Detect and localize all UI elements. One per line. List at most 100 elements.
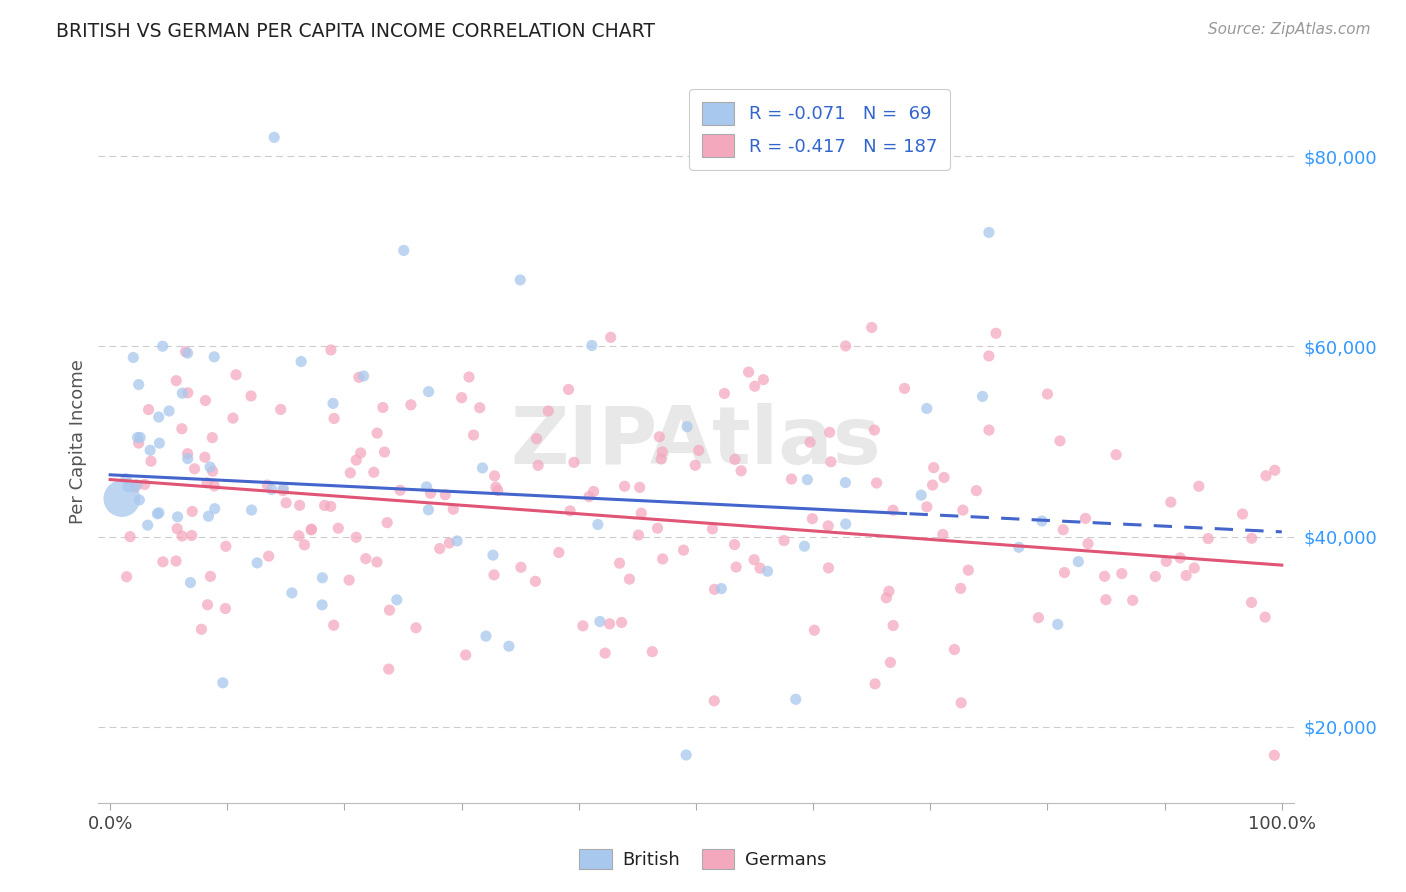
Point (350, 446, 373, 460)
Point (619, 572, 641, 586)
Point (214, 601, 236, 615)
Point (627, 528, 650, 542)
Point (647, 521, 669, 535)
Point (1031, 514, 1053, 528)
Point (865, 475, 887, 490)
Point (943, 642, 966, 657)
Point (785, 692, 807, 706)
Point (441, 502, 464, 516)
Point (527, 458, 550, 473)
Point (1240, 531, 1263, 545)
Point (977, 349, 1000, 363)
Point (921, 478, 943, 492)
Point (737, 365, 759, 379)
Point (915, 500, 938, 514)
Point (429, 541, 451, 556)
Point (820, 455, 842, 469)
Point (194, 393, 217, 408)
Point (723, 538, 745, 552)
Point (128, 492, 150, 507)
Point (170, 529, 193, 543)
Point (138, 402, 160, 417)
Point (834, 339, 856, 353)
Point (1254, 468, 1277, 483)
Point (641, 645, 664, 659)
Point (415, 480, 437, 494)
Point (152, 339, 174, 353)
Point (1036, 387, 1059, 401)
Point (957, 563, 980, 577)
Point (129, 430, 152, 444)
Point (793, 539, 815, 553)
Point (932, 470, 955, 484)
Point (201, 431, 224, 445)
Point (651, 552, 673, 566)
Point (1074, 511, 1097, 525)
Point (817, 561, 839, 575)
Point (572, 619, 595, 633)
Point (1049, 434, 1071, 448)
Point (582, 484, 605, 499)
Point (125, 478, 148, 492)
Point (353, 369, 375, 384)
Point (581, 338, 603, 352)
Point (972, 389, 994, 403)
Point (128, 436, 150, 450)
Point (225, 368, 247, 382)
Point (294, 538, 316, 552)
Point (703, 694, 725, 708)
Point (177, 385, 200, 400)
Point (288, 529, 311, 543)
Point (314, 499, 336, 513)
Point (724, 452, 747, 467)
Point (875, 591, 897, 605)
Point (211, 675, 233, 690)
Point (730, 464, 752, 478)
Legend: British, Germans: British, Germans (571, 839, 835, 879)
Point (599, 330, 621, 344)
Point (148, 506, 170, 520)
Point (181, 504, 204, 518)
Point (468, 401, 491, 415)
Point (274, 496, 297, 510)
Point (510, 560, 533, 574)
Point (378, 603, 401, 617)
Point (1254, 610, 1277, 624)
Point (405, 621, 427, 635)
Point (256, 478, 278, 492)
Point (339, 466, 361, 480)
Point (260, 483, 283, 497)
Point (742, 552, 765, 566)
Point (593, 646, 616, 660)
Point (910, 488, 932, 502)
Point (328, 521, 350, 535)
Point (366, 555, 388, 569)
Point (439, 536, 461, 550)
Point (977, 423, 1000, 437)
Point (418, 384, 440, 399)
Point (1264, 463, 1286, 477)
Point (744, 379, 766, 393)
Point (115, 570, 138, 584)
Point (965, 483, 987, 498)
Point (322, 618, 344, 632)
Point (882, 618, 904, 632)
Point (1052, 523, 1074, 537)
Point (1105, 448, 1128, 462)
Point (323, 411, 346, 425)
Point (195, 475, 218, 490)
Point (801, 512, 824, 526)
Point (1111, 566, 1133, 581)
Point (385, 592, 408, 607)
Point (176, 447, 198, 461)
Point (773, 533, 796, 548)
Point (176, 451, 198, 466)
Point (399, 398, 422, 412)
Point (630, 506, 652, 520)
Point (434, 488, 457, 502)
Point (373, 445, 395, 459)
Point (183, 462, 205, 476)
Point (273, 482, 295, 496)
Point (1077, 537, 1099, 551)
Point (1263, 748, 1285, 763)
